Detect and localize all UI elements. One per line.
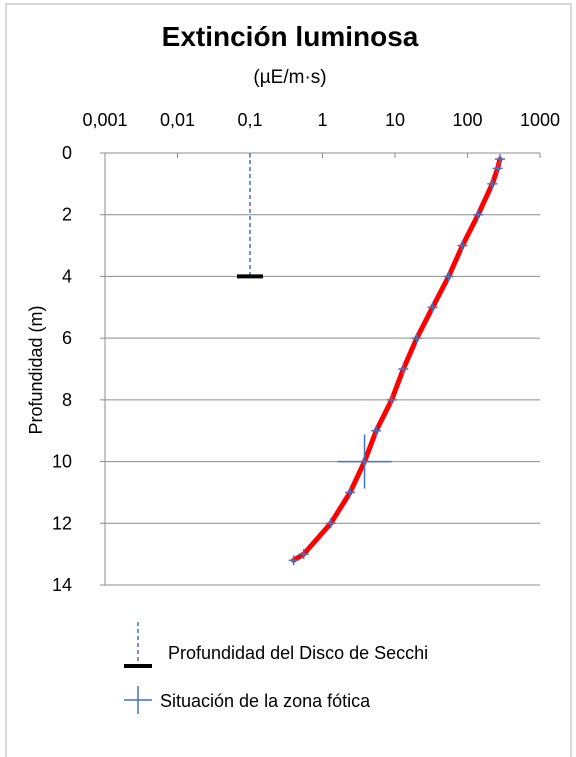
y-tick-label: 6 — [62, 328, 72, 348]
y-axis-label: Profundidad (m) — [26, 305, 46, 434]
series-layer — [237, 153, 505, 566]
x-axis: 0,001 0,01 0,1 1 10 100 1000 — [82, 110, 560, 586]
chart-title: Extinción luminosa — [162, 21, 419, 52]
x-tick-label: 0,01 — [160, 110, 195, 130]
y-tick-label: 12 — [52, 513, 72, 533]
x-tick-label: 0,001 — [82, 110, 127, 130]
x-tick-label: 1 — [317, 110, 327, 130]
gridlines — [105, 214, 540, 524]
chart-subtitle: (µE/m·s) — [253, 67, 326, 88]
x-tick-label: 0,1 — [237, 110, 262, 130]
y-axis: 0 2 4 6 8 10 12 14 — [52, 143, 106, 595]
x-tick-label: 10 — [385, 110, 405, 130]
legend-item-secchi: Profundidad del Disco de Secchi — [124, 622, 428, 668]
legend-photic-label: Situación de la zona fótica — [160, 691, 371, 711]
x-tick-label: 100 — [452, 110, 482, 130]
y-tick-label: 14 — [52, 575, 72, 595]
chart-area-border — [5, 3, 572, 757]
y-tick-label: 8 — [62, 390, 72, 410]
light-extinction-line — [291, 156, 503, 563]
legend-secchi-label: Profundidad del Disco de Secchi — [168, 643, 428, 663]
y-tick-label: 10 — [52, 452, 72, 472]
legend-item-photic-zone: Situación de la zona fótica — [124, 686, 371, 714]
x-tick-label: 1000 — [520, 110, 560, 130]
y-tick-label: 2 — [62, 205, 72, 225]
legend: Profundidad del Disco de Secchi Situació… — [124, 622, 428, 714]
y-tick-label: 0 — [62, 143, 72, 163]
y-tick-label: 4 — [62, 266, 72, 286]
